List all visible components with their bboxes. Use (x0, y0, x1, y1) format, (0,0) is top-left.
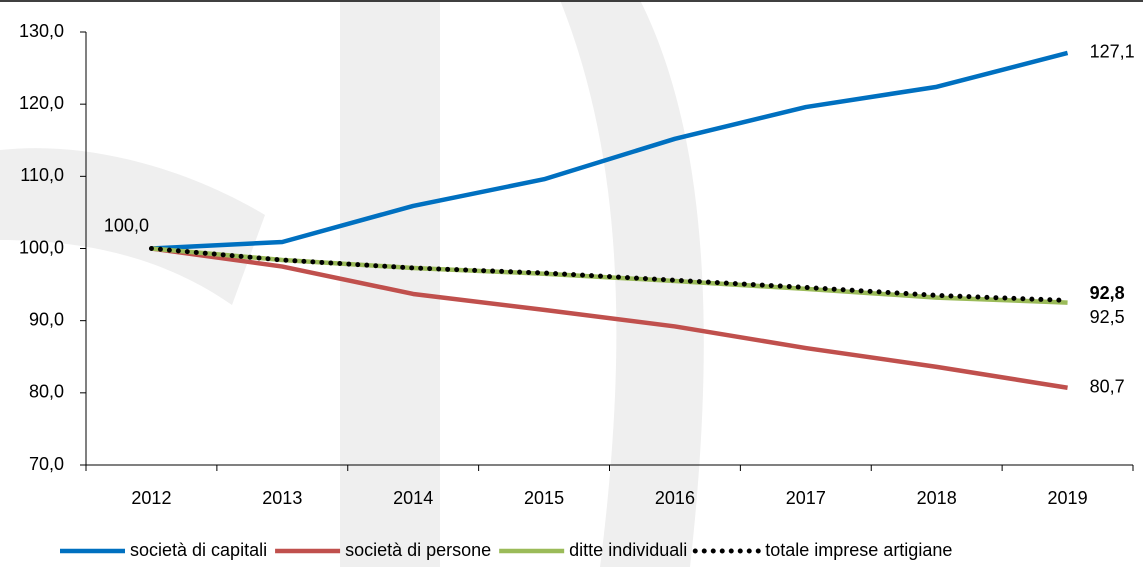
y-tick-label: 100,0 (19, 237, 64, 257)
y-tick-label: 90,0 (29, 309, 64, 329)
x-tick-label: 2012 (131, 488, 171, 508)
series-line (151, 249, 1067, 301)
y-tick-label: 110,0 (20, 165, 64, 185)
data-label: 80,7 (1090, 377, 1125, 397)
y-tick-label: 120,0 (19, 93, 64, 113)
x-tick-label: 2019 (1048, 488, 1088, 508)
data-label: 92,5 (1090, 307, 1125, 327)
legend-label: totale imprese artigiane (765, 540, 952, 560)
watermark (0, 0, 704, 567)
x-tick-label: 2017 (786, 488, 826, 508)
x-tick-label: 2015 (524, 488, 564, 508)
chart: 70,0 80,0 90,0 100,0 110,0 120,0 130,0 2012 2013… (0, 0, 1143, 567)
data-label: 100,0 (104, 215, 149, 235)
data-label: 127,1 (1090, 42, 1135, 62)
data-label: 92,8 (1090, 283, 1125, 303)
x-tick-label: 2014 (393, 488, 433, 508)
x-tick-label: 2016 (655, 488, 695, 508)
y-tick-label: 70,0 (29, 454, 64, 474)
series-line (151, 249, 1067, 388)
y-tick-label: 80,0 (29, 382, 64, 402)
x-tick-label: 2018 (917, 488, 957, 508)
y-tick-label: 130,0 (19, 21, 64, 41)
legend-label: società di persone (345, 540, 491, 560)
x-tick-label: 2013 (262, 488, 302, 508)
legend-label: società di capitali (130, 540, 267, 560)
legend-label: ditte individuali (569, 540, 687, 560)
